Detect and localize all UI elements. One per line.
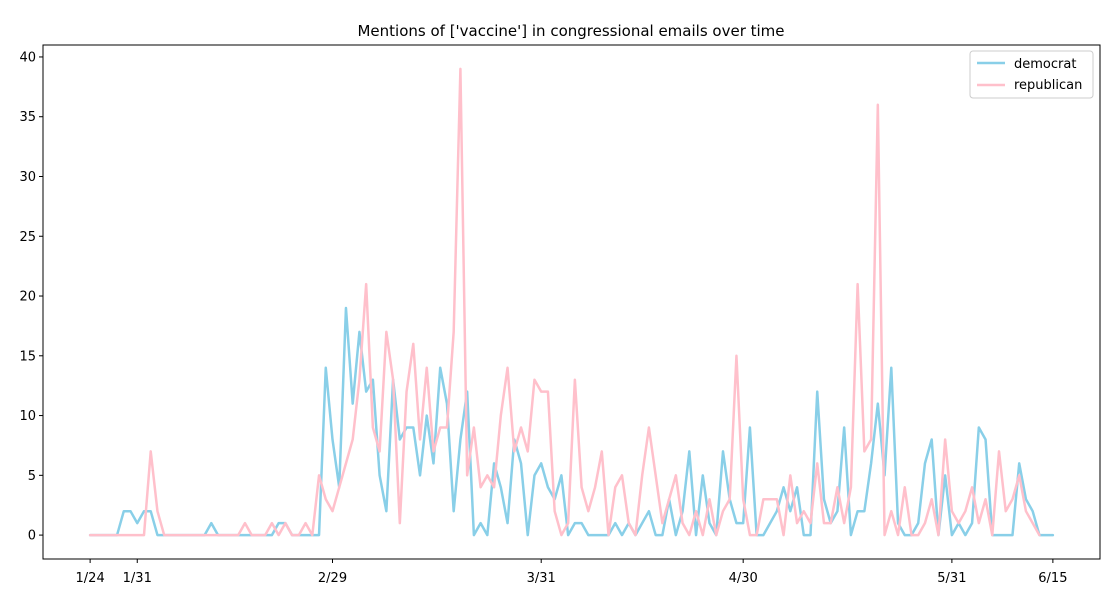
chart-title: Mentions of ['vaccine'] in congressional…	[357, 22, 784, 40]
y-tick-label: 25	[19, 230, 36, 245]
x-tick-label: 4/30	[729, 571, 758, 586]
x-tick-label: 6/15	[1038, 571, 1067, 586]
series-layer	[88, 67, 1055, 537]
legend-label-democrat: democrat	[1014, 57, 1076, 72]
y-tick-label: 30	[19, 170, 36, 185]
y-tick-label: 20	[19, 290, 36, 305]
y-axis: 0 5 10 15 20 25 30 35 40	[19, 50, 43, 544]
legend-label-republican: republican	[1014, 78, 1082, 93]
legend[interactable]: democrat republican	[969, 50, 1094, 99]
y-tick-label: 35	[19, 110, 36, 125]
series-line-democrat	[88, 306, 1055, 537]
y-tick-label: 0	[28, 529, 36, 544]
x-tick-label: 3/31	[527, 571, 556, 586]
plot-area-frame	[42, 44, 1101, 560]
x-tick-label: 1/31	[123, 571, 152, 586]
series-line-republican	[88, 67, 1041, 537]
x-tick-label: 2/29	[318, 571, 347, 586]
x-tick-label: 1/24	[76, 571, 105, 586]
y-tick-label: 10	[19, 409, 36, 424]
y-tick-label: 5	[28, 469, 36, 484]
y-tick-label: 40	[19, 50, 36, 65]
x-axis: 1/24 1/31 2/29 3/31 4/30 5/31 6/15	[76, 559, 1067, 586]
x-tick-label: 5/31	[937, 571, 966, 586]
y-tick-label: 15	[19, 349, 36, 364]
